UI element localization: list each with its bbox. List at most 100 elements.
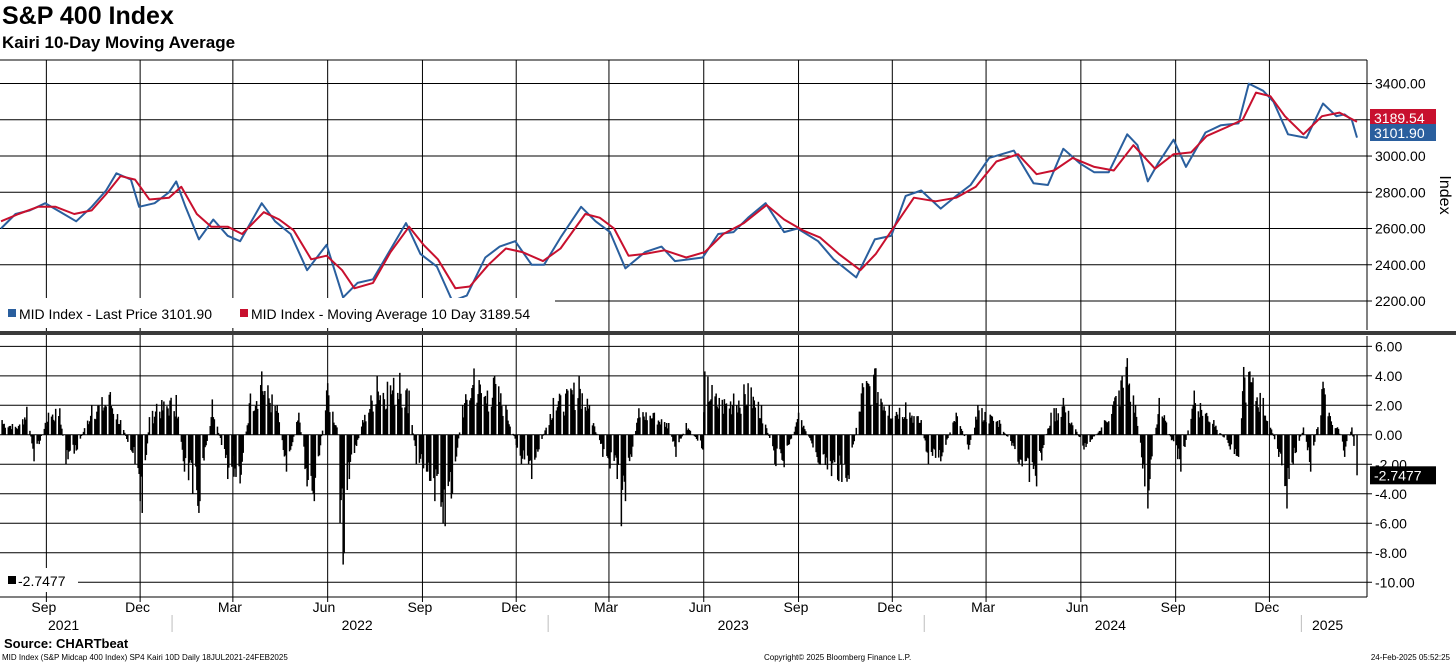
kairi-bar (1263, 415, 1266, 435)
kairi-bar (450, 434, 453, 499)
kairi-bar (918, 422, 920, 435)
kairi-bar (602, 434, 604, 457)
last-price-value-label: 3101.90 (1374, 125, 1425, 141)
kairi-bar (1165, 422, 1168, 435)
kairi-bar (117, 424, 120, 435)
kairi-bar (949, 432, 951, 435)
kairi-bar (406, 388, 408, 435)
kairi-bar (1215, 425, 1217, 435)
kairi-bar (955, 412, 957, 435)
kairi-bar (1269, 427, 1272, 435)
kairi-bar (671, 434, 673, 437)
kairi-bar (603, 434, 605, 450)
kairi-bar (737, 412, 739, 435)
kairi-bar (1163, 415, 1166, 435)
kairi-bar (1206, 416, 1209, 435)
kairi-bar (875, 368, 877, 435)
kairi-bar (963, 434, 966, 437)
kairi-bar (523, 434, 526, 460)
kairi-bar (1191, 408, 1193, 435)
kairi-bar (477, 394, 479, 435)
kairi-bar (1013, 434, 1015, 447)
kairi-bar (1227, 434, 1230, 443)
kairi-bar (389, 385, 392, 435)
kairi-bar (839, 434, 841, 456)
kairi-bar (833, 434, 836, 463)
kairi-bar (1336, 427, 1339, 435)
x-month-label: Jun (1066, 599, 1089, 615)
kairi-bar (50, 416, 53, 435)
kairi-bar (87, 424, 90, 435)
kairi-bar (956, 416, 959, 435)
kairi-bar (1193, 390, 1196, 435)
kairi-bar (80, 434, 83, 437)
kairi-bar (217, 432, 220, 435)
kairi-bar (1287, 434, 1289, 468)
kairi-bar (95, 419, 97, 435)
kairi-bar (365, 421, 367, 435)
kairi-bar (1233, 434, 1236, 455)
kairi-bar (261, 371, 263, 435)
kairi-bar (890, 418, 893, 435)
kairi-bar (62, 434, 64, 436)
kairi-bar (941, 434, 943, 457)
kairi-bar (466, 399, 468, 435)
kairi-bar (674, 434, 676, 447)
kairi-bar (898, 407, 901, 435)
kairi-bar (1004, 434, 1007, 435)
kairi-bar (746, 404, 748, 435)
kairi-bar (127, 434, 129, 442)
last-price-value-tag (1370, 124, 1436, 141)
kairi-bar (448, 434, 451, 482)
kairi-bar (595, 433, 598, 435)
kairi-bar (723, 399, 726, 435)
kairi-bar (707, 376, 709, 435)
kairi-bar (926, 434, 929, 453)
kairi-bar (1144, 434, 1146, 487)
kairi-bar (1010, 434, 1012, 442)
kairi-bar (866, 382, 869, 435)
kairi-bar (1129, 401, 1132, 435)
kairi-bar (507, 420, 509, 435)
kairi-bar (629, 434, 632, 455)
kairi-bar (296, 421, 298, 435)
kairi-bar (472, 385, 474, 435)
kairi-bar (326, 383, 329, 435)
kairi-bar (46, 421, 49, 435)
x-month-label: Sep (407, 599, 432, 615)
kairi-bar (998, 420, 1001, 435)
kairi-bar (855, 427, 858, 435)
kairi-bar (177, 416, 180, 435)
kairi-bar (180, 434, 183, 442)
kairi-bar (703, 412, 705, 435)
kairi-bar (946, 434, 948, 440)
kairi-bar (69, 434, 71, 451)
kairi-bar (768, 434, 771, 438)
kairi-bar (513, 434, 515, 437)
kairi-bar (493, 375, 496, 435)
kairi-bar (191, 434, 194, 494)
kairi-bar (361, 420, 364, 435)
kairi-bar (1105, 422, 1108, 435)
kairi-bar (851, 434, 853, 448)
kairi-bar (262, 391, 264, 435)
kairi-bar (1089, 434, 1091, 442)
kairi-bar (542, 434, 544, 436)
kairi-bar (897, 418, 900, 435)
kairi-bar (1164, 420, 1167, 435)
kairi-bar (152, 423, 155, 435)
kairi-bar (1352, 434, 1354, 437)
kairi-bar (22, 424, 25, 435)
kairi-bar (520, 434, 523, 465)
kairi-bar (752, 396, 755, 435)
kairi-bar (506, 409, 508, 435)
kairi-bar (212, 417, 215, 435)
kairi-bar (66, 434, 68, 451)
kairi-bar (1126, 358, 1129, 435)
kairi-bar (141, 434, 143, 513)
kairi-bar (390, 394, 393, 435)
kairi-bar (370, 395, 372, 435)
kairi-bar (1320, 415, 1322, 435)
kairi-bar (356, 434, 359, 440)
kairi-bar (1249, 371, 1251, 435)
